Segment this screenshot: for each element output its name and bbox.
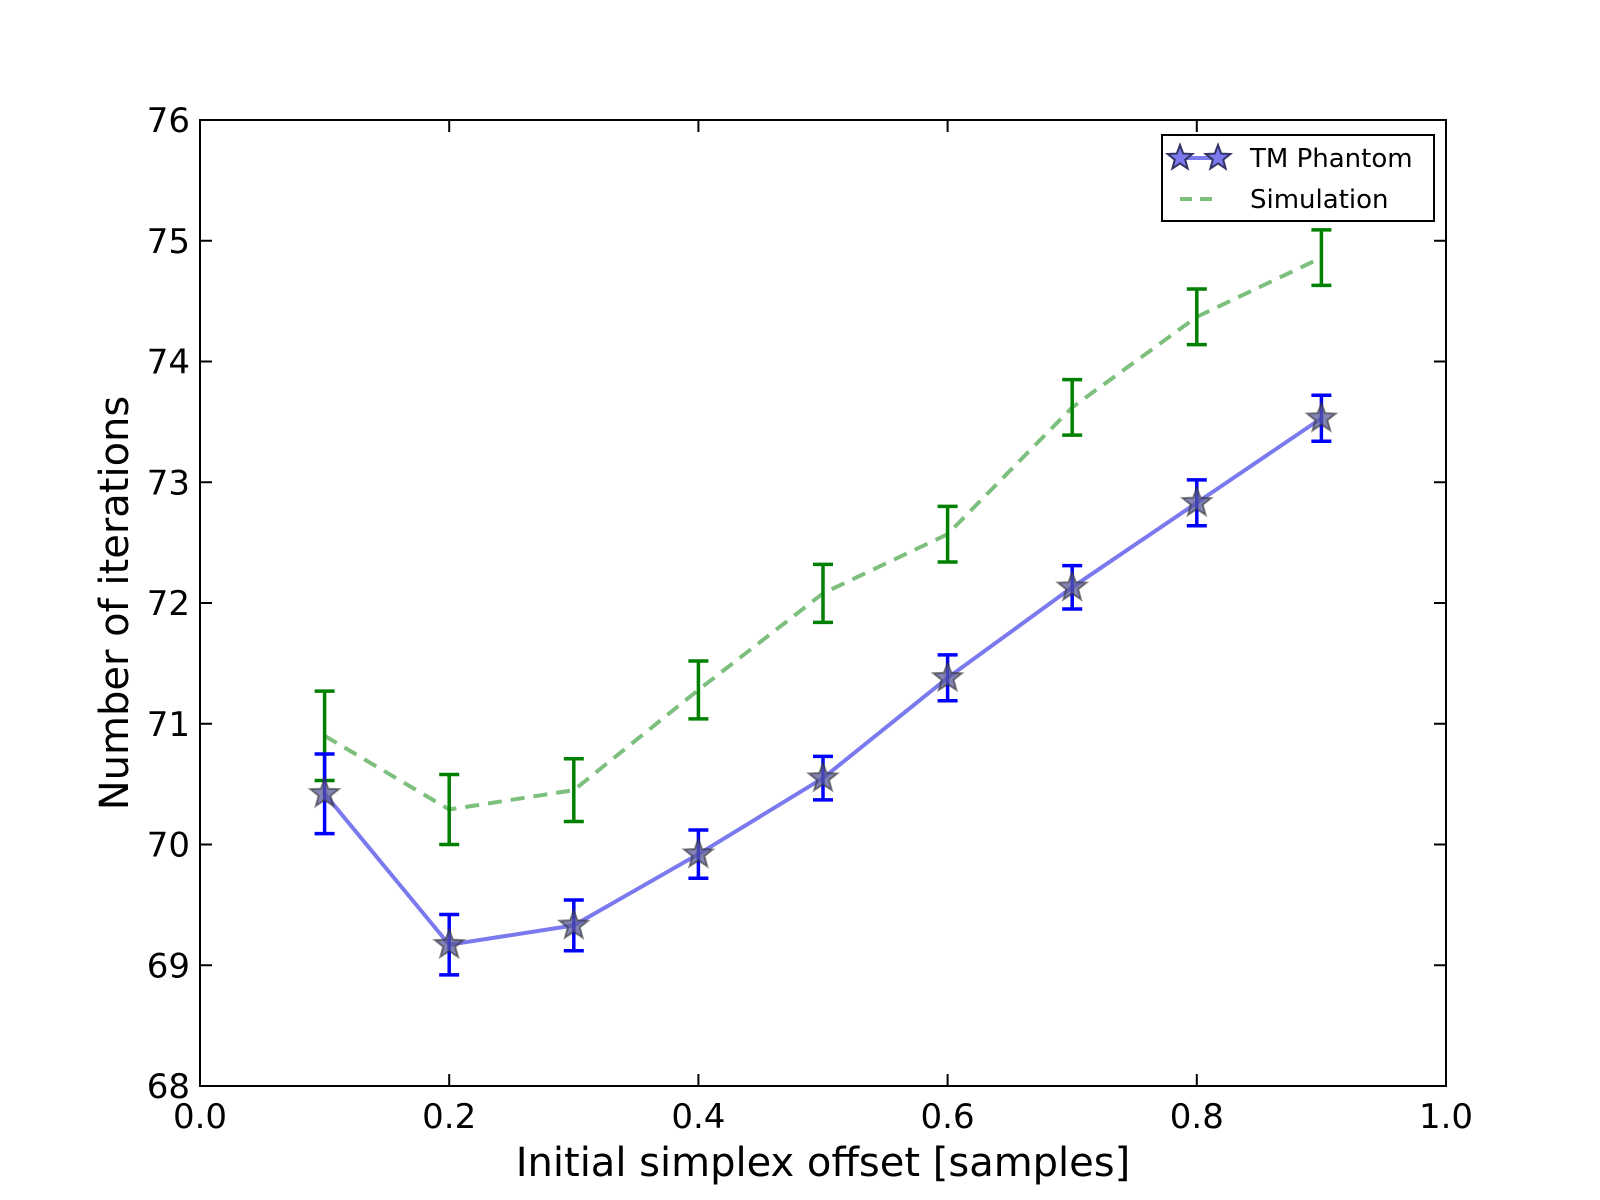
y-tick-label: 71 — [147, 705, 190, 745]
y-tick-label: 76 — [147, 101, 190, 141]
x-axis-title: Initial simplex offset [samples] — [516, 1140, 1130, 1186]
y-tick-label: 68 — [147, 1067, 190, 1107]
x-tick-label: 0.4 — [671, 1097, 725, 1137]
y-axis-title: Number of iterations — [92, 396, 138, 811]
data-point-tm-phantom — [1304, 400, 1339, 433]
y-tick-label: 69 — [147, 946, 190, 986]
x-tick-label: 0.2 — [422, 1097, 476, 1137]
legend-label-tm-phantom: TM Phantom — [1249, 144, 1413, 174]
x-tick-label: 0.6 — [921, 1097, 975, 1137]
x-tick-label: 1.0 — [1419, 1097, 1473, 1137]
x-tick-label: 0.0 — [173, 1097, 227, 1137]
data-point-tm-phantom — [1179, 484, 1214, 518]
data-point-tm-phantom — [681, 836, 716, 869]
legend-star-marker — [1202, 142, 1234, 171]
legend-box — [1161, 134, 1435, 222]
data-point-tm-phantom — [806, 760, 840, 793]
data-point-tm-phantom — [432, 926, 467, 960]
legend-markers — [1164, 142, 1234, 171]
y-tick-label: 75 — [147, 222, 190, 262]
series-layer — [307, 228, 1339, 977]
legend-label-simulation: Simulation — [1250, 185, 1389, 215]
data-point-tm-phantom — [307, 775, 342, 809]
x-tick-label: 0.8 — [1170, 1097, 1224, 1137]
legend-star-marker — [1164, 142, 1196, 171]
y-tick-label: 70 — [147, 826, 190, 866]
y-tick-label: 72 — [147, 584, 190, 624]
data-point-tm-phantom — [1055, 569, 1090, 602]
data-point-tm-phantom — [556, 907, 591, 940]
data-point-tm-phantom — [930, 660, 965, 693]
ticks-layer: 0.0 0.2 0.4 0.6 0.8 1.0 68 69 70 71 72 73 74 75 76 — [147, 101, 1473, 1137]
legend: TM Phantom Simulation — [1161, 134, 1435, 222]
y-tick-label: 73 — [147, 463, 190, 503]
y-tick-label: 74 — [147, 343, 190, 383]
